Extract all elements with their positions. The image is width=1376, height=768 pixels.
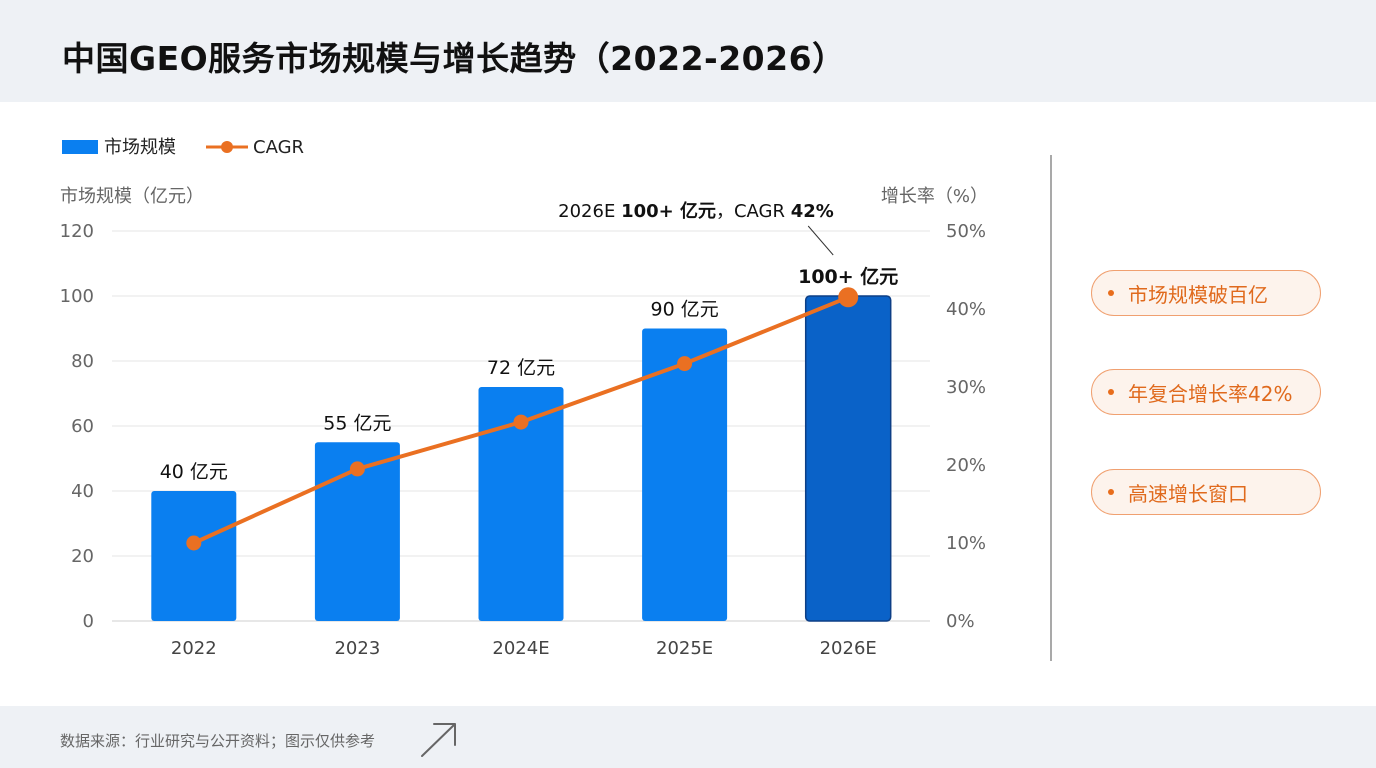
bar	[314, 442, 400, 621]
bar	[478, 387, 564, 621]
footer-band: 数据来源：行业研究与公开资料；图示仅供参考	[0, 706, 1376, 768]
y-tick-label-left: 0	[83, 611, 94, 632]
y-tick-label-left: 20	[71, 546, 94, 567]
y-tick-label-right: 50%	[946, 221, 986, 242]
x-tick-label: 2026E	[820, 638, 877, 659]
highlight-label: 高速增长窗口	[1128, 481, 1248, 506]
x-tick-label: 2022	[171, 638, 217, 659]
header-band: 中国GEO服务市场规模与增长趋势（2022-2026）	[0, 0, 1376, 102]
legend-marker-line	[221, 141, 233, 153]
highlight-pill: 高速增长窗口	[1091, 469, 1321, 515]
y-tick-label-right: 0%	[946, 611, 975, 632]
cagr-marker	[838, 287, 859, 308]
bar	[151, 491, 237, 621]
legend-label-bar: 市场规模	[104, 137, 176, 158]
cagr-marker	[677, 356, 693, 372]
bar-data-label: 40 亿元	[160, 461, 228, 483]
y-tick-label-left: 80	[71, 351, 94, 372]
y-tick-label-right: 20%	[946, 455, 986, 476]
y-tick-label-left: 100	[60, 286, 94, 307]
cagr-marker	[513, 414, 529, 430]
y-tick-label-left: 60	[71, 416, 94, 437]
legend-swatch-bar	[62, 140, 98, 154]
annotation-leader-line	[807, 225, 834, 256]
cagr-marker	[186, 535, 202, 551]
y-axis-title-right: 增长率（%）	[881, 186, 988, 207]
bar	[804, 295, 892, 622]
source-note: 数据来源：行业研究与公开资料；图示仅供参考	[60, 732, 376, 750]
bar-data-label: 90 亿元	[650, 299, 718, 321]
annotation-text: 2026E 100+ 亿元，CAGR 42%	[558, 200, 834, 222]
bar-data-label: 55 亿元	[323, 412, 391, 434]
cagr-marker	[349, 461, 365, 477]
bar-data-label: 72 亿元	[487, 357, 555, 379]
highlight-label: 市场规模破百亿	[1128, 282, 1268, 307]
x-tick-label: 2024E	[492, 638, 549, 659]
legend-label-line: CAGR	[253, 137, 304, 158]
y-tick-label-right: 40%	[946, 299, 986, 320]
x-tick-label: 2025E	[656, 638, 713, 659]
y-tick-label-left: 120	[60, 221, 94, 242]
highlight-pill: 年复合增长率42%	[1091, 369, 1321, 415]
y-tick-label-left: 40	[71, 481, 94, 502]
chart: 0 20 40 60 80 100 120 0% 10% 20% 30% 40% 50% 市场规模（亿元）…	[60, 137, 988, 659]
highlight-label: 年复合增长率42%	[1128, 381, 1293, 406]
highlight-pill: 市场规模破百亿	[1091, 270, 1321, 316]
bullet-icon	[1108, 489, 1114, 495]
arrow-up-right-icon	[421, 723, 456, 757]
bullet-icon	[1108, 389, 1114, 395]
bar-data-label: 100+ 亿元	[798, 265, 898, 288]
y-tick-label-right: 30%	[946, 377, 986, 398]
y-axis-title-left: 市场规模（亿元）	[60, 186, 204, 207]
divider	[1050, 155, 1052, 661]
page-title: 中国GEO服务市场规模与增长趋势（2022-2026）	[62, 39, 846, 78]
y-tick-label-right: 10%	[946, 533, 986, 554]
bullet-icon	[1108, 290, 1114, 296]
x-tick-label: 2023	[334, 638, 380, 659]
bar	[642, 328, 728, 621]
